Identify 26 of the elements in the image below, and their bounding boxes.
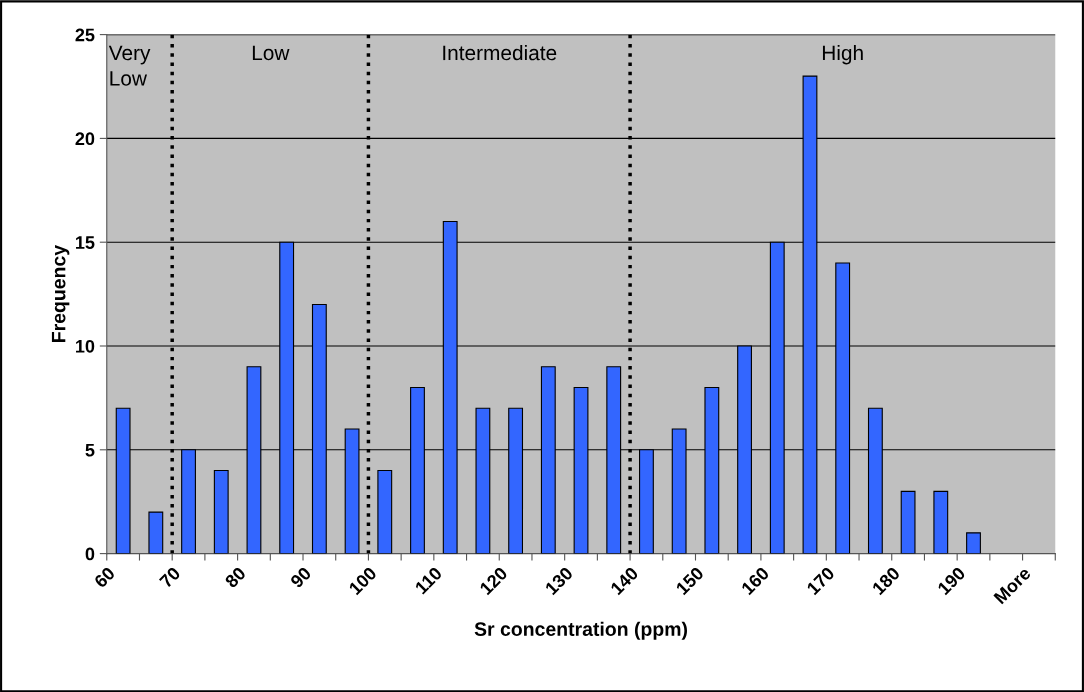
y-tick-label: 5 bbox=[85, 443, 95, 457]
y-tick-label: 10 bbox=[76, 339, 95, 353]
x-tick-label: 60 bbox=[93, 566, 116, 589]
x-tick-label: 80 bbox=[224, 566, 247, 589]
annotation: Intermediate bbox=[443, 44, 557, 61]
x-tick-label: 160 bbox=[740, 566, 770, 596]
y-tick-label: 0 bbox=[85, 547, 95, 561]
y-tick-label: 15 bbox=[76, 236, 95, 249]
x-tick-label: 140 bbox=[609, 566, 639, 596]
y-tick-label: 20 bbox=[75, 132, 95, 146]
x-tick-label: 110 bbox=[414, 566, 443, 595]
x-tick-label: 100 bbox=[348, 566, 378, 596]
x-axis-title: Sr concentration (ppm) bbox=[474, 621, 688, 640]
annotation: High bbox=[822, 44, 863, 65]
y-axis-title: Frequency bbox=[51, 245, 70, 342]
annotation: Low bbox=[252, 45, 290, 61]
y-tick-label: 25 bbox=[75, 28, 95, 42]
x-tick-label: 90 bbox=[289, 566, 312, 589]
x-tick-label: 180 bbox=[871, 566, 901, 596]
x-tick-label: 70 bbox=[158, 566, 182, 589]
x-tick-label: 130 bbox=[544, 566, 574, 596]
x-tick-label: 190 bbox=[937, 566, 967, 596]
x-tick-label: 120 bbox=[479, 566, 509, 596]
annotation: Very Low bbox=[108, 45, 151, 86]
x-tick-label: 150 bbox=[675, 566, 705, 596]
x-tick-label: 170 bbox=[806, 566, 836, 596]
